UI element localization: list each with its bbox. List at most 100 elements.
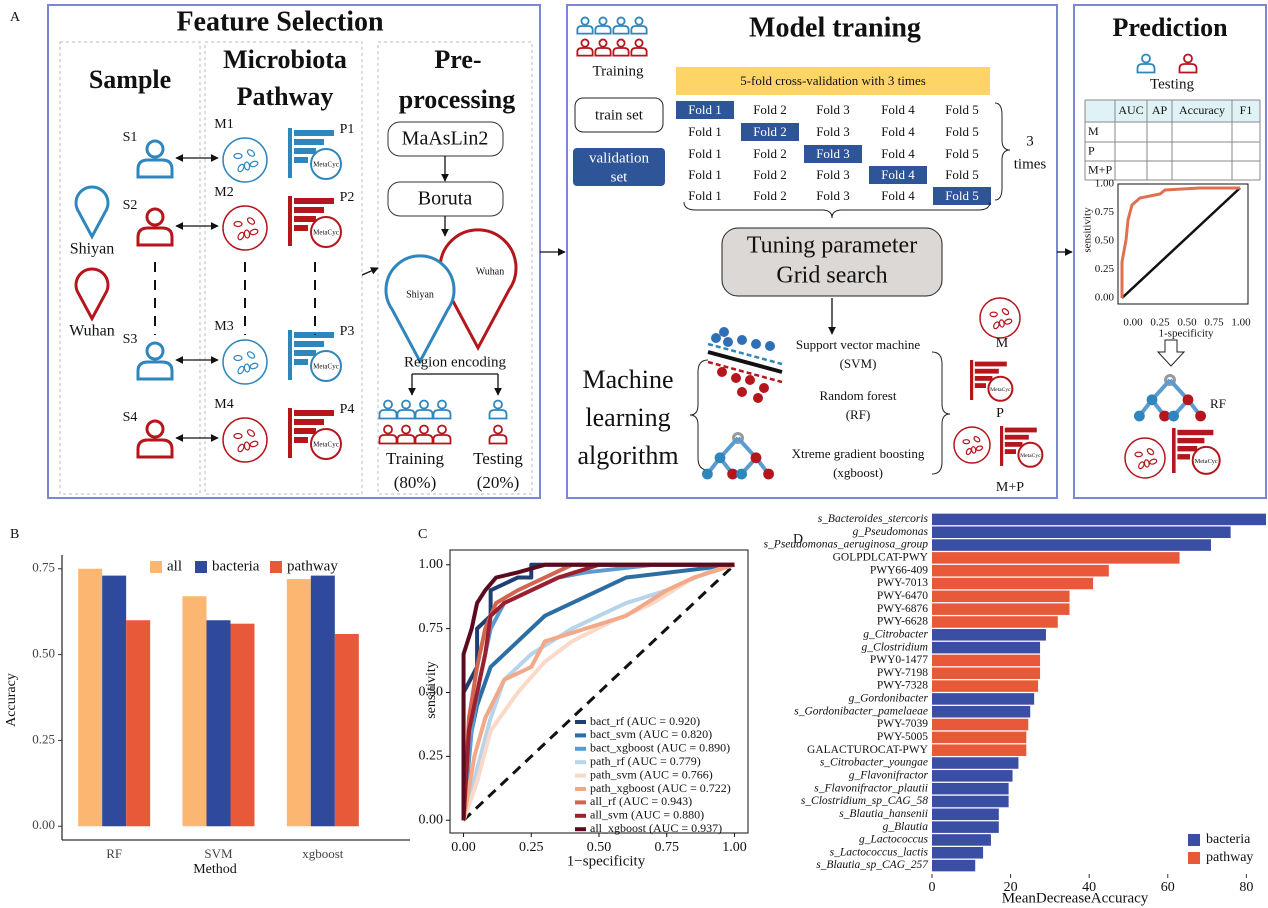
y-tick-label: s_Clostridium_sp_CAG_58 [801,795,928,807]
step-label: Boruta [418,188,473,210]
microbe-icon [222,339,268,385]
fold-label: Fold 3 [816,102,850,117]
icon-label: MetaCyc [313,229,339,237]
microbe-icon [237,365,245,375]
person-icon [598,16,608,26]
fold-label: Fold 3 [816,188,850,203]
y-tick-label: PWY-5005 [877,731,928,743]
x-tick-label: 80 [1239,880,1253,895]
person-icon [378,409,398,420]
fold-label: Fold 5 [945,167,979,182]
y-tick-label: g_Blautia [883,821,929,833]
bar [932,757,1019,769]
icon-label: MetaCyc [313,161,339,169]
legend-label: bacteria [212,558,260,574]
bar [932,770,1013,782]
tree-node [1195,410,1206,422]
pathway-icon [294,410,334,416]
connector [361,267,379,276]
x-tick-label: RF [106,846,122,861]
algorithm-label: (RF) [846,407,871,422]
bar [932,834,991,846]
person-icon [396,409,416,420]
legend-swatch [1188,852,1200,864]
y-tick-label: GOLPDLCAT-PWY [833,552,929,564]
person-icon [1136,63,1156,74]
person-icon [383,424,393,435]
legend-swatch [150,561,162,573]
svm-dot [745,375,755,385]
pathway-label: P4 [340,402,355,417]
icon-label: MetaCyc [313,363,339,371]
legend-label: bact_rf (AUC = 0.920) [590,714,700,728]
table-row-label: M [1088,124,1099,138]
set-box [574,97,664,133]
section-title: Prediction [1112,13,1228,42]
microbe-icon [222,137,268,183]
svm-dot [731,373,741,383]
table-header: AUC [1118,103,1143,117]
y-tick-label: g_Pseudomonas [853,526,929,538]
bar [932,693,1035,705]
column-title: processing [399,85,516,114]
bar [932,564,1109,577]
pathway-icon [294,359,308,365]
x-tick-label: xgboost [302,846,344,861]
person-icon [594,47,612,57]
location-pin [74,267,110,322]
tree-node [750,452,762,464]
microbe-icon [1149,458,1158,465]
microbe-icon [249,160,259,168]
bar [182,596,207,827]
pathway-icon [294,139,324,145]
algorithm-label: (SVM) [840,356,877,371]
roc-tick: 0.00 [1095,292,1115,304]
person-icon [432,409,452,420]
pathway-icon [1177,454,1190,460]
person-icon [493,399,503,410]
person-icon [594,25,612,35]
pathway-icon [1000,426,1004,466]
bar [932,654,1041,667]
legend-label: path_svm (AUC = 0.766) [590,767,713,781]
person-icon [136,226,174,247]
bar [102,575,127,827]
person-icon [488,434,508,445]
y-tick-label: s_Lactococcus_lactis [830,846,929,858]
roc-tick: 0.75 [1095,206,1115,218]
bar [334,633,359,827]
set-label: train set [595,107,644,123]
brace [689,359,709,471]
bar [932,577,1094,590]
microbe-icon [1146,448,1155,456]
fold-label: Fold 1 [688,124,722,139]
fold-label: Fold 4 [881,188,915,203]
fold-label: Fold 4 [881,124,915,139]
y-tick-label: GALACTUROCAT-PWY [807,744,929,756]
pathway-icon [974,383,986,388]
person-icon [598,38,608,48]
algorithm-label: Random forest [820,388,897,403]
y-tick-label: s_Flavonifractor_plautii [814,782,928,794]
microbe-icon [975,445,984,452]
pathway-icon [288,128,292,178]
microbe-icon [246,217,256,225]
microbe-icon [1004,318,1013,325]
bar [932,782,1009,795]
pathway-icon [294,350,316,356]
fold-highlight [676,101,734,119]
pathway-icon [294,148,316,154]
svm-dot [719,327,729,337]
fold-label: Fold 3 [816,124,850,139]
input-label: M+P [996,480,1024,495]
panel-label: A [10,10,21,25]
pathway-icon [294,157,308,163]
sub-box [59,41,201,495]
microbe-icon [962,439,971,445]
bar [932,552,1180,564]
pathway-icon [294,207,324,213]
y-tick-label: 0.25 [32,731,55,746]
ml-label: learning [585,403,670,432]
pathway-icon [294,419,324,425]
tree-node [727,468,738,480]
